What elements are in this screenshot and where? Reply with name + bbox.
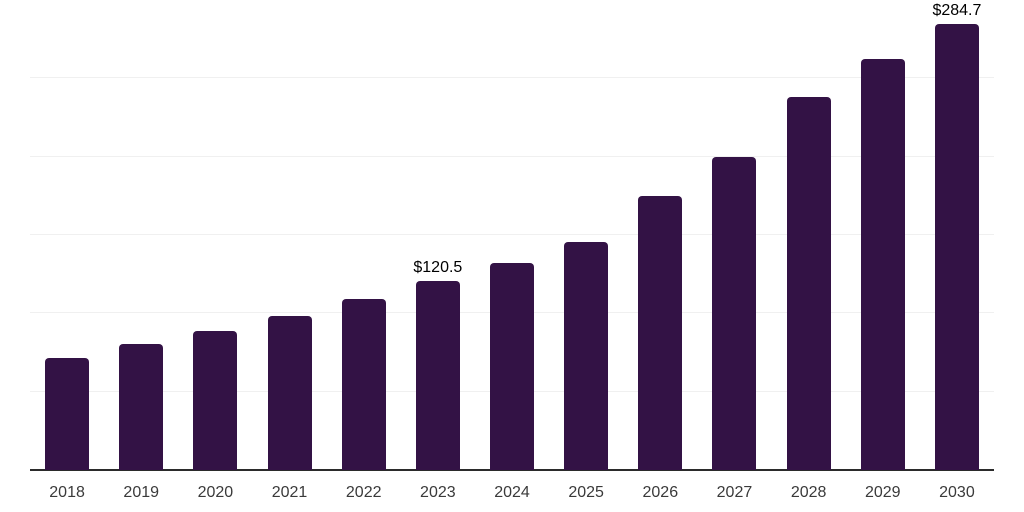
bar-2027 bbox=[712, 156, 757, 470]
x-tick-label-2020: 2020 bbox=[197, 484, 234, 501]
gridline bbox=[30, 155, 994, 157]
x-tick-label-2023: 2023 bbox=[420, 484, 456, 501]
x-tick-label-2028: 2028 bbox=[790, 484, 827, 501]
x-tick-label-2022: 2022 bbox=[345, 484, 382, 501]
x-axis: 2018 2019 2020 2021 2022 2023 2024 2025 2026 2027… bbox=[30, 470, 994, 512]
gridline bbox=[30, 77, 994, 79]
bar-2019 bbox=[119, 344, 164, 470]
x-tick-label-2026: 2026 bbox=[642, 484, 679, 501]
bar-value-label-2030: $284.7 bbox=[932, 1, 982, 19]
x-tick-label-2027: 2027 bbox=[716, 484, 753, 501]
x-tick-label-2030: 2030 bbox=[939, 484, 975, 501]
x-tick-label-2021: 2021 bbox=[271, 484, 308, 501]
x-tick-label-2018: 2018 bbox=[49, 484, 85, 501]
x-tick-label-2024: 2024 bbox=[494, 484, 530, 501]
bar-2028 bbox=[786, 96, 831, 470]
bar-2029 bbox=[860, 58, 905, 470]
bar-2021 bbox=[267, 316, 312, 470]
bar-2024 bbox=[490, 263, 534, 470]
x-tick-label-2025: 2025 bbox=[568, 484, 604, 501]
bar-2022 bbox=[341, 298, 386, 470]
bar-2023 bbox=[415, 281, 460, 470]
x-tick-label-2029: 2029 bbox=[864, 484, 901, 501]
plot-area: $120.5 $284.7 bbox=[30, 0, 994, 471]
x-axis-line bbox=[30, 469, 994, 471]
bar-2026 bbox=[638, 196, 683, 470]
bar-2020 bbox=[193, 330, 238, 470]
bar-2018 bbox=[45, 357, 90, 470]
gridline bbox=[30, 234, 994, 235]
bar-2025 bbox=[564, 242, 609, 470]
bar-2030 bbox=[934, 23, 979, 470]
x-tick-label-2019: 2019 bbox=[123, 484, 160, 501]
bar-value-label-2023: $120.5 bbox=[413, 259, 463, 277]
